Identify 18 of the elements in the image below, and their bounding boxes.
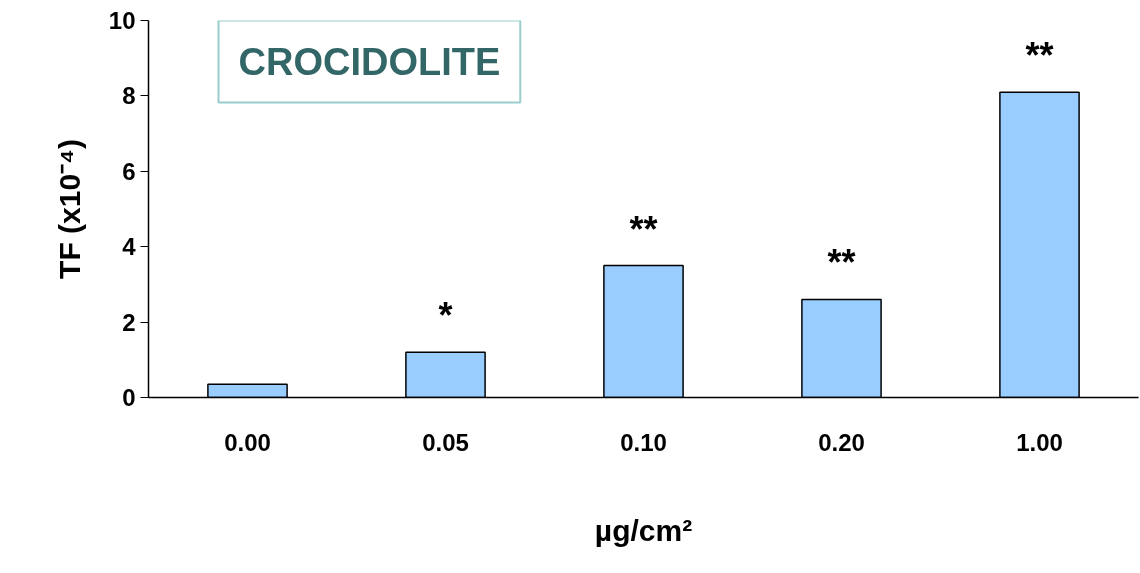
x-tick-label: 0.20	[818, 428, 865, 456]
y-tick-label: 6	[122, 157, 136, 185]
x-tick-label: 1.00	[1016, 428, 1063, 456]
text: CROCIDOLITE	[238, 40, 501, 83]
data-label: *	[438, 295, 453, 337]
y-tick-label: 2	[122, 308, 136, 336]
y-axis-title: TF (x10⁻⁴)	[52, 139, 86, 279]
data-label: **	[827, 242, 856, 284]
y-tick-label: 8	[122, 82, 136, 110]
x-tick-label: 0.00	[224, 428, 271, 456]
x-tick-label: 0.10	[620, 428, 667, 456]
data-label: **	[629, 208, 658, 250]
y-tick-label: 4	[122, 233, 137, 261]
y-tick-label: 10	[108, 7, 136, 34]
x-axis-title: µg/cm²	[594, 513, 693, 547]
x-tick-label: 0.05	[422, 428, 469, 456]
data-label: **	[1025, 35, 1054, 77]
y-tick-label: 0	[122, 384, 136, 411]
